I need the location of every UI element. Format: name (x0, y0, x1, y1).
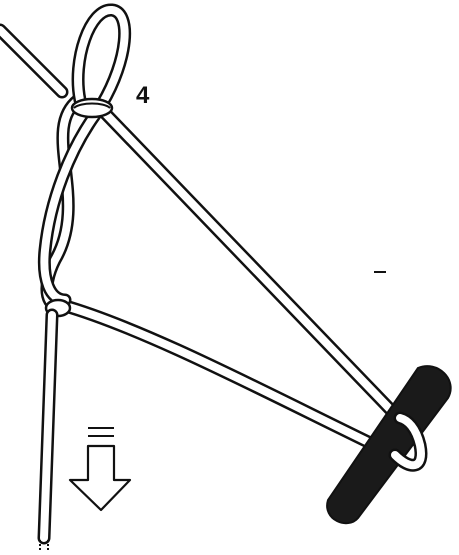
standing-line (0, 23, 69, 99)
knot-wrap (70, 97, 114, 119)
step-number: 4 (136, 82, 150, 109)
tail-strand (37, 308, 59, 550)
toggle-wrap (388, 411, 428, 472)
knot-body (37, 93, 102, 313)
upper-strand (97, 105, 417, 437)
pull-down-arrow-icon (68, 427, 132, 512)
lower-strand (55, 298, 402, 462)
toggle-peg (326, 365, 452, 525)
top-loop (71, 3, 132, 111)
